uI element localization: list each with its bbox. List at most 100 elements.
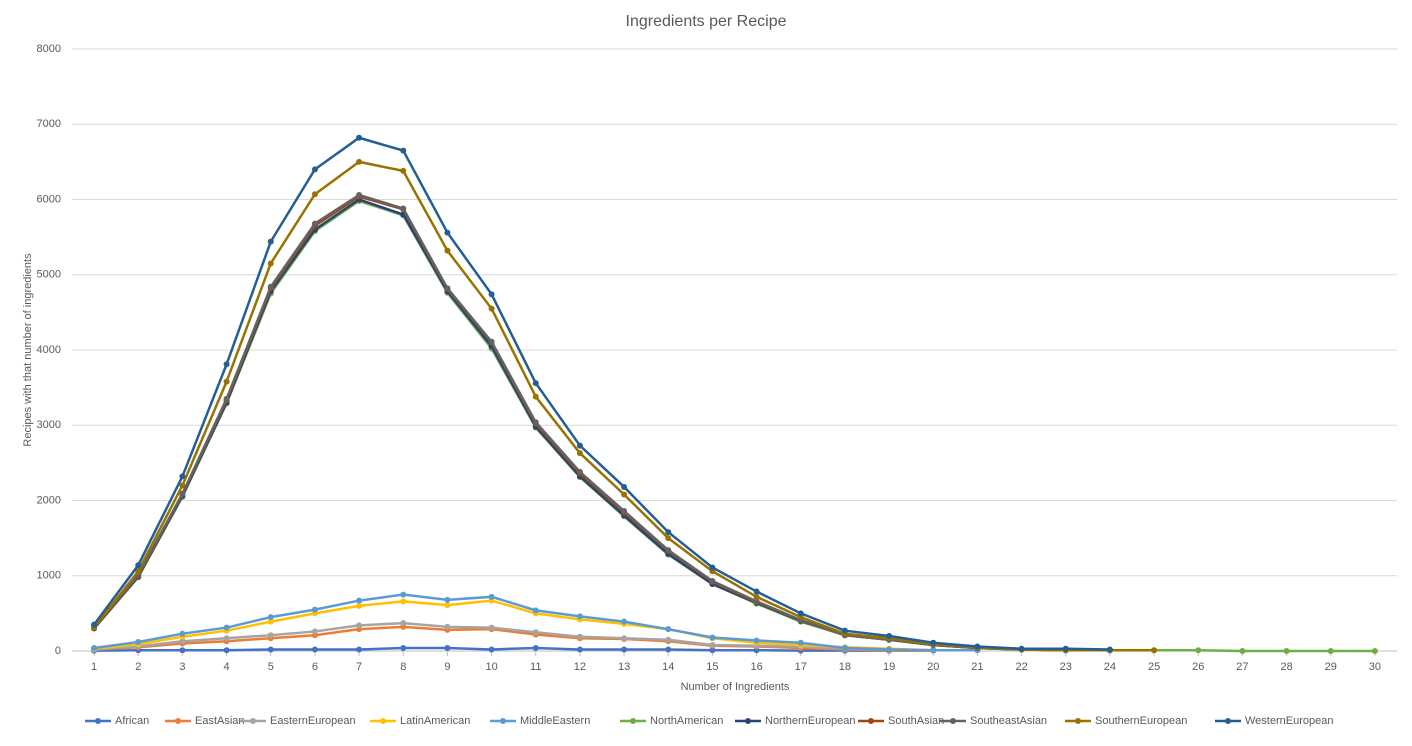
data-point <box>135 638 142 645</box>
y-axis-title: Recipes with that number of ingredients <box>22 253 34 447</box>
data-point <box>665 646 672 653</box>
data-point <box>1195 647 1202 654</box>
data-point <box>797 639 804 646</box>
legend-label: EasternEuropean <box>270 715 356 727</box>
x-tick-label: 20 <box>927 661 939 673</box>
data-point <box>400 205 407 212</box>
x-tick-label: 3 <box>179 661 185 673</box>
x-tick-label: 12 <box>574 661 586 673</box>
x-tick-label: 15 <box>706 661 718 673</box>
data-point <box>444 285 451 292</box>
legend-label: African <box>115 715 149 727</box>
data-point <box>267 618 274 625</box>
data-point <box>91 621 98 628</box>
data-point <box>488 646 495 653</box>
y-tick-label: 4000 <box>37 344 61 356</box>
data-point <box>444 596 451 603</box>
y-tick-label: 2000 <box>37 494 61 506</box>
x-tick-label: 17 <box>795 661 807 673</box>
y-tick-label: 6000 <box>37 193 61 205</box>
x-tick-label: 13 <box>618 661 630 673</box>
x-tick-label: 25 <box>1148 661 1160 673</box>
data-point <box>179 647 186 654</box>
x-tick-label: 5 <box>268 661 274 673</box>
x-tick-label: 22 <box>1015 661 1027 673</box>
data-point <box>488 305 495 312</box>
legend-marker <box>745 718 751 724</box>
data-point <box>356 622 363 629</box>
legend-label: SouthernEuropean <box>1095 715 1187 727</box>
data-point <box>356 134 363 141</box>
x-tick-label: 29 <box>1325 661 1337 673</box>
data-point <box>400 147 407 154</box>
data-point <box>665 636 672 643</box>
data-point <box>753 637 760 644</box>
data-point <box>621 483 628 490</box>
data-point <box>709 634 716 641</box>
legend-marker <box>500 718 506 724</box>
data-point <box>356 158 363 165</box>
x-tick-label: 8 <box>400 661 406 673</box>
data-point <box>311 628 318 635</box>
data-point <box>311 191 318 198</box>
x-tick-label: 30 <box>1369 661 1381 673</box>
legend-label: SouthAsian <box>888 715 944 727</box>
series-line <box>94 646 934 652</box>
legend-label: NorthernEuropean <box>765 715 856 727</box>
legend-marker <box>630 718 636 724</box>
data-point <box>1106 646 1113 653</box>
data-point <box>444 644 451 651</box>
data-point <box>1018 645 1025 652</box>
data-point <box>532 419 539 426</box>
y-tick-label: 7000 <box>37 118 61 130</box>
x-tick-label: 28 <box>1280 661 1292 673</box>
data-point <box>444 623 451 630</box>
series-line <box>94 625 934 652</box>
legend-marker <box>868 718 874 724</box>
data-point <box>576 442 583 449</box>
data-point <box>621 618 628 625</box>
x-axis-title: Number of Ingredients <box>681 681 790 693</box>
data-point <box>311 166 318 173</box>
series-line <box>93 621 934 652</box>
data-point <box>400 591 407 598</box>
x-tick-label: 23 <box>1060 661 1072 673</box>
data-point <box>444 229 451 236</box>
data-point <box>532 607 539 614</box>
data-point <box>886 632 893 639</box>
x-tick-label: 10 <box>485 661 497 673</box>
data-point <box>621 646 628 653</box>
data-point <box>400 620 407 627</box>
legend-label: MiddleEastern <box>520 715 590 727</box>
data-point <box>576 450 583 457</box>
legend-label: SoutheastAsian <box>970 715 1047 727</box>
data-point <box>532 380 539 387</box>
x-tick-label: 7 <box>356 661 362 673</box>
legend-label: NorthAmerican <box>650 715 723 727</box>
data-point <box>488 593 495 600</box>
data-point <box>1327 648 1334 654</box>
data-point <box>311 606 318 613</box>
data-point <box>91 644 98 651</box>
legend-marker <box>175 718 181 724</box>
legend-marker <box>950 718 956 724</box>
data-point <box>400 644 407 651</box>
x-tick-label: 19 <box>883 661 895 673</box>
data-point <box>488 624 495 631</box>
data-point <box>400 598 407 605</box>
data-point <box>267 646 274 653</box>
data-point <box>576 633 583 640</box>
data-point <box>267 238 274 245</box>
data-point <box>709 647 716 654</box>
data-point <box>223 624 230 631</box>
x-tick-label: 11 <box>530 661 541 673</box>
data-point <box>400 167 407 174</box>
legend-marker <box>1225 718 1231 724</box>
data-point <box>179 473 186 480</box>
y-tick-label: 1000 <box>37 570 61 582</box>
data-point <box>621 491 628 498</box>
data-point <box>267 614 274 621</box>
data-point <box>356 191 363 198</box>
y-tick-label: 5000 <box>37 269 61 281</box>
